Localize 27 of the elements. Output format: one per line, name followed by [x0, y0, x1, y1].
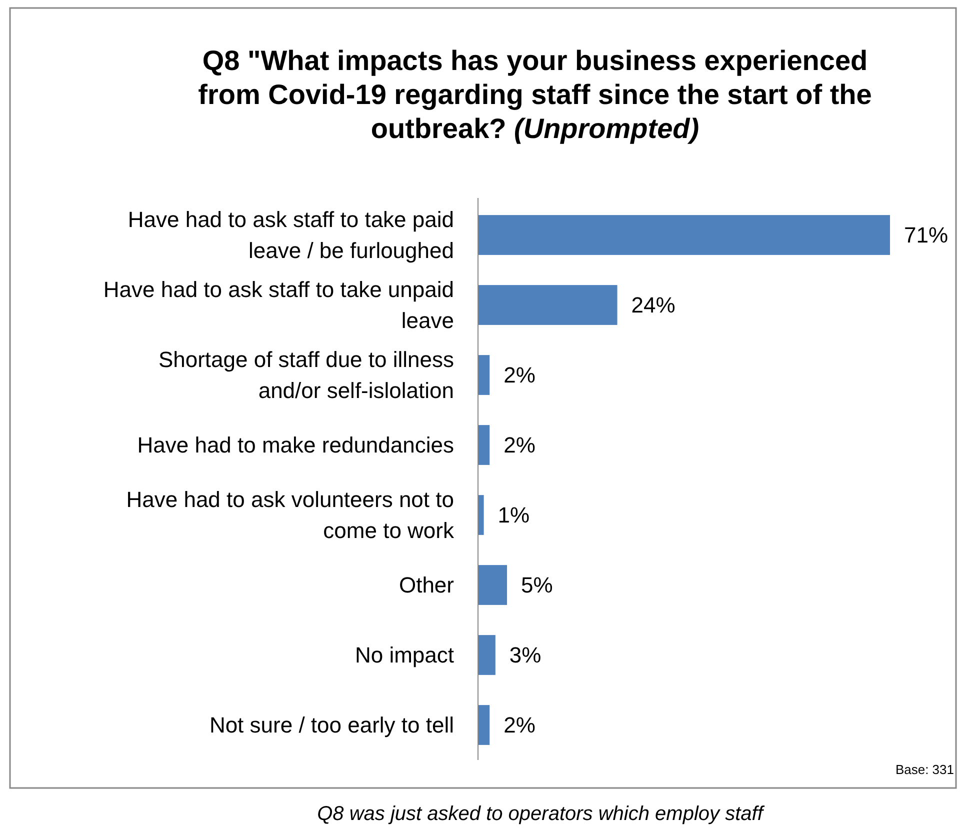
chart-title: Q8 "What impacts has your business experienced from Covid-19 regarding staff since the start of the outbreak? (Unprompted)	[198, 45, 872, 144]
y-tick-label: Have had to make redundancies	[137, 432, 454, 458]
bar	[478, 635, 496, 675]
text: Q8 was just asked to operators which employ staff	[317, 803, 766, 825]
data-label: 2%	[504, 432, 536, 458]
text: Base: 331	[895, 762, 954, 777]
bar	[478, 425, 490, 465]
y-tick-label: Have had to ask staff to take paid leave / be furloughed	[128, 207, 454, 264]
y-tick-label: Shortage of staff due to illness and/or self-islolation	[158, 347, 454, 404]
data-label: 1%	[498, 502, 530, 528]
data-label: 2%	[504, 362, 536, 388]
y-tick-label: Have had to ask staff to take unpaid leave	[103, 277, 454, 334]
y-tick-label: Have had to ask volunteers not to come to work	[126, 487, 455, 544]
y-tick-label: No impact	[354, 642, 454, 668]
y-tick-label: Other	[398, 572, 454, 598]
data-label: 71%	[904, 222, 948, 248]
data-label: 2%	[504, 712, 536, 738]
data-label: 24%	[631, 292, 676, 318]
data-label: 3%	[509, 642, 542, 668]
bar	[478, 285, 618, 325]
data-label: 5%	[521, 572, 553, 598]
bar	[478, 495, 484, 535]
y-tick-label: Not sure / too early to tell	[209, 712, 454, 738]
bar	[478, 215, 890, 255]
bar	[478, 355, 490, 395]
bar	[478, 565, 508, 605]
bar	[478, 705, 490, 745]
